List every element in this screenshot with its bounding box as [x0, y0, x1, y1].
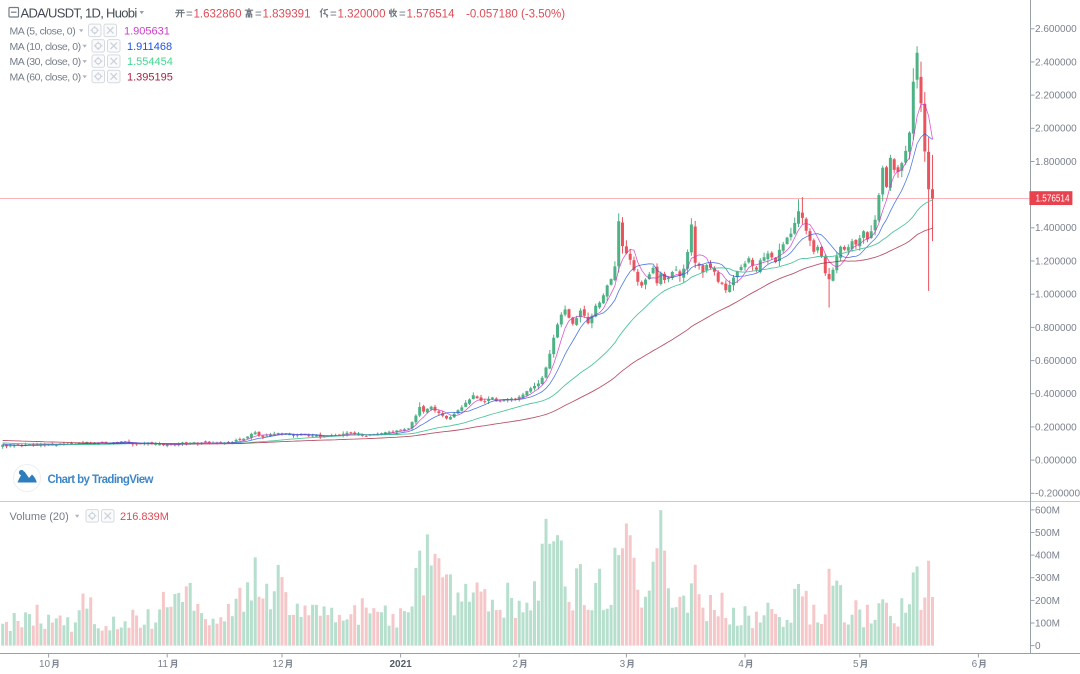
svg-text:300M: 300M	[1035, 573, 1060, 584]
svg-text:1.800000: 1.800000	[1035, 157, 1077, 168]
svg-text:2021: 2021	[389, 659, 412, 670]
svg-text:4: 4	[738, 659, 744, 670]
svg-text:1.632860: 1.632860	[194, 9, 242, 21]
svg-text:5: 5	[853, 659, 859, 670]
svg-text:500M: 500M	[1035, 528, 1060, 539]
svg-text:-0.200000: -0.200000	[1035, 489, 1080, 500]
svg-text:Chart by TradingView: Chart by TradingView	[48, 474, 154, 486]
svg-text:ADA/USDT, 1D, Huobi: ADA/USDT, 1D, Huobi	[21, 6, 138, 21]
svg-text:1.839391: 1.839391	[263, 9, 311, 21]
svg-text:-0.057180 (-3.50%): -0.057180 (-3.50%)	[466, 9, 565, 21]
svg-text:=: =	[186, 9, 193, 21]
svg-text:400M: 400M	[1035, 551, 1060, 562]
svg-text:0.400000: 0.400000	[1035, 389, 1077, 400]
svg-text:2.000000: 2.000000	[1035, 124, 1077, 135]
svg-text:0.000000: 0.000000	[1035, 456, 1077, 467]
svg-text:600M: 600M	[1035, 505, 1060, 516]
svg-text:1.200000: 1.200000	[1035, 256, 1077, 267]
svg-text:2.200000: 2.200000	[1035, 91, 1077, 102]
svg-text:2.400000: 2.400000	[1035, 57, 1077, 68]
svg-text:1.395195: 1.395195	[127, 71, 173, 83]
svg-text:1.576514: 1.576514	[1036, 194, 1070, 205]
svg-text:0.800000: 0.800000	[1035, 323, 1077, 334]
svg-text:3: 3	[620, 659, 626, 670]
svg-text:0.200000: 0.200000	[1035, 422, 1077, 433]
svg-text:Volume (20): Volume (20)	[10, 511, 69, 523]
svg-text:1.905631: 1.905631	[124, 25, 170, 37]
svg-text:1.554454: 1.554454	[127, 56, 173, 68]
svg-text:1.400000: 1.400000	[1035, 223, 1077, 234]
svg-text:=: =	[255, 9, 262, 21]
svg-text:200M: 200M	[1035, 596, 1060, 607]
svg-text:10: 10	[39, 659, 51, 670]
svg-text:1.576514: 1.576514	[407, 9, 456, 21]
svg-text:=: =	[330, 9, 337, 21]
svg-text:0.600000: 0.600000	[1035, 356, 1077, 367]
svg-text:MA (60, close, 0): MA (60, close, 0)	[10, 71, 81, 83]
svg-text:6: 6	[972, 659, 978, 670]
svg-text:2.600000: 2.600000	[1035, 24, 1077, 35]
svg-text:=: =	[399, 9, 406, 21]
svg-text:12: 12	[272, 659, 284, 670]
svg-text:2: 2	[512, 659, 518, 670]
svg-text:100M: 100M	[1035, 618, 1060, 629]
svg-text:MA (10, close, 0): MA (10, close, 0)	[10, 41, 81, 53]
svg-text:11: 11	[158, 659, 169, 670]
svg-text:216.839M: 216.839M	[120, 511, 169, 523]
svg-text:0: 0	[1035, 641, 1041, 652]
svg-text:1.911468: 1.911468	[127, 41, 172, 53]
svg-text:MA (30, close, 0): MA (30, close, 0)	[10, 56, 81, 68]
svg-text:MA (5, close, 0): MA (5, close, 0)	[10, 25, 76, 37]
svg-text:1.320000: 1.320000	[338, 9, 386, 21]
svg-text:1.000000: 1.000000	[1035, 290, 1077, 301]
